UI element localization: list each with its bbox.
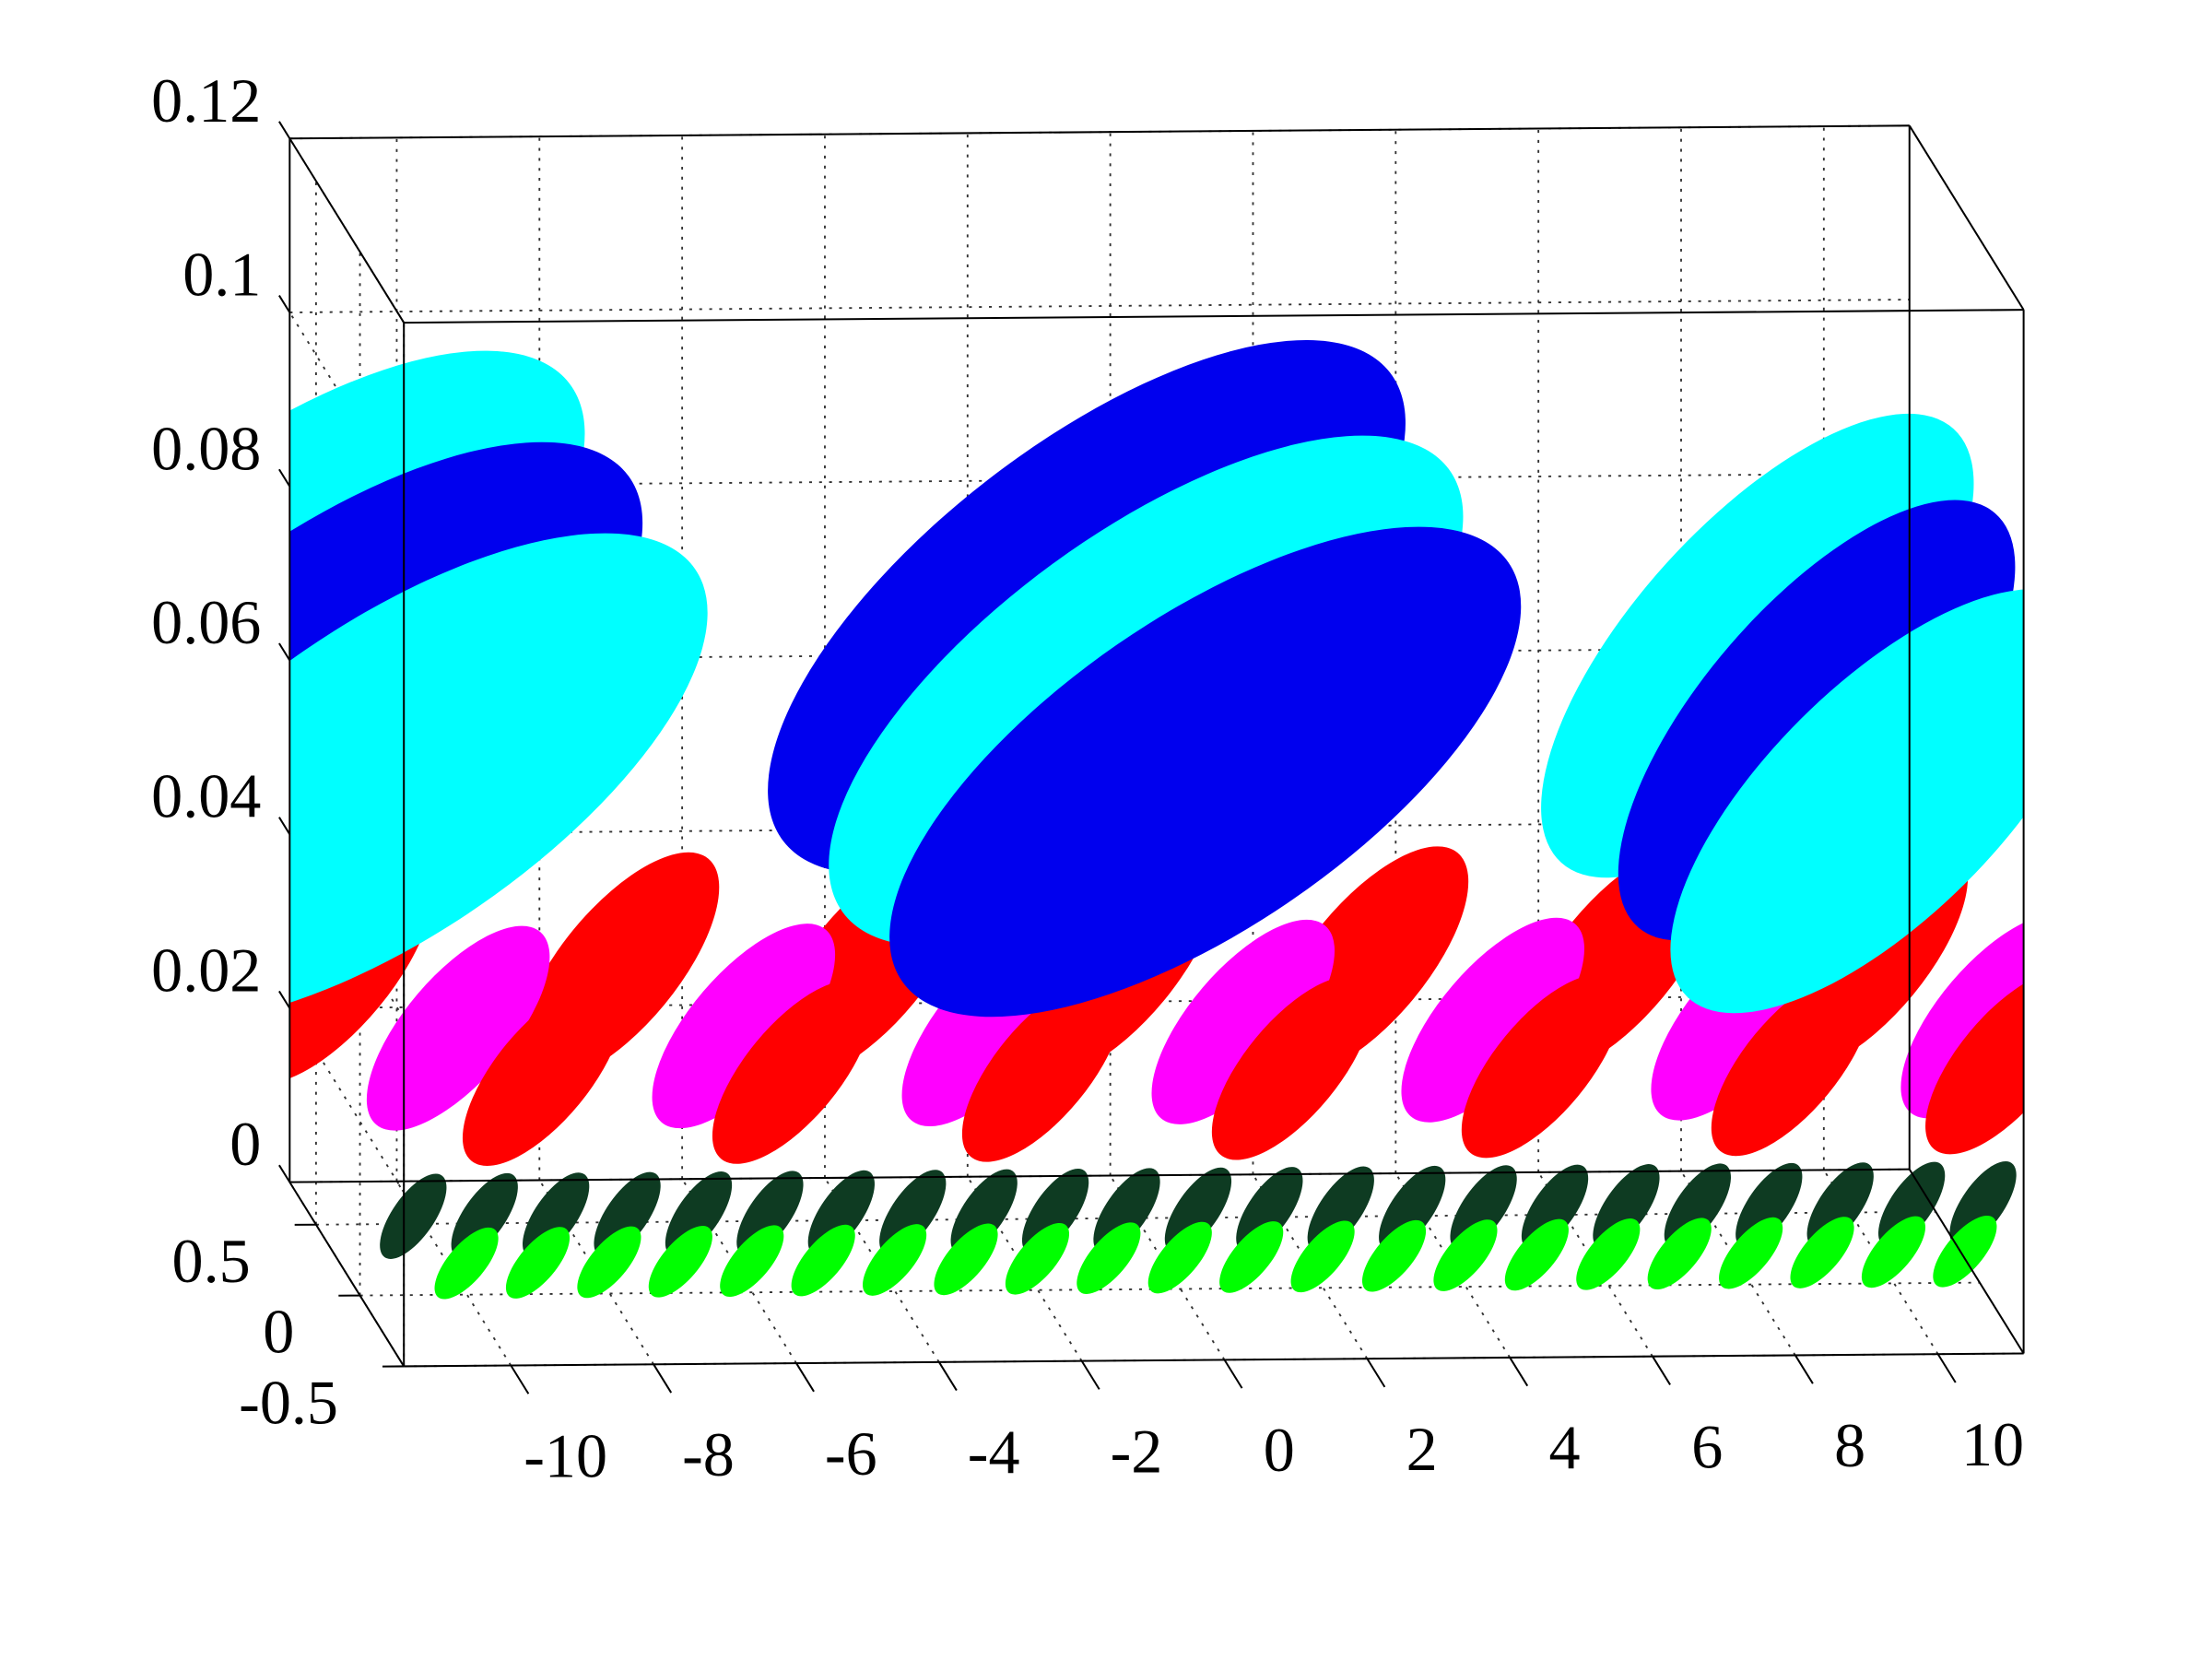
ellipsoid [961, 978, 1123, 1162]
ellipsoid [712, 980, 873, 1164]
ellipsoid [380, 1173, 447, 1259]
x-tick-label: 10 [1961, 1409, 2024, 1479]
ellipsoid [1670, 589, 2024, 1014]
grid-line [288, 312, 405, 498]
z-tick [278, 990, 291, 1009]
y-tick-label: 0.5 [172, 1226, 251, 1296]
ellipsoid [1290, 1220, 1355, 1293]
ellipsoid [1719, 1217, 1783, 1289]
x-tick-label: 8 [1834, 1410, 1865, 1480]
ellipsoid [1433, 1219, 1498, 1291]
plot-area [289, 340, 2024, 1300]
x-tick [1794, 1354, 1814, 1384]
x-tick [1223, 1359, 1243, 1389]
grid-line [289, 299, 1910, 313]
box-edge [404, 1352, 2024, 1368]
ellipsoid [720, 1225, 784, 1298]
z-tick-label: 0 [229, 1109, 261, 1179]
ellipsoid [434, 1227, 499, 1300]
x-tick [795, 1362, 815, 1393]
ellipsoid [462, 982, 623, 1166]
ellipsoid [1147, 1221, 1212, 1294]
axes: -10 -8 -6 -4 -2 0 2 4 6 8 10-0.500.500.020.040.060… [151, 65, 2025, 1490]
ellipsoid [791, 1224, 855, 1297]
box-edge [404, 309, 2024, 324]
z-tick [278, 295, 291, 313]
ellipsoid [1461, 974, 1622, 1159]
x-tick [1652, 1356, 1671, 1385]
ellipsoid [1933, 1215, 1997, 1288]
box-edge [1908, 124, 2025, 311]
ellipsoid [366, 925, 550, 1131]
z-tick-label: 0.02 [151, 935, 261, 1005]
z-tick [278, 468, 291, 488]
box-edge [288, 137, 406, 324]
ellipsoid [934, 1223, 998, 1296]
ellipsoid [1576, 1218, 1641, 1290]
ellipsoid [577, 1226, 641, 1299]
x-tick [653, 1363, 673, 1394]
ellipsoid [648, 1226, 712, 1298]
x-tick [1936, 1353, 1957, 1383]
z-tick-label: 0.06 [151, 587, 261, 657]
x-tick-label: 4 [1548, 1413, 1580, 1483]
ellipsoid [1151, 919, 1335, 1124]
z-tick-label: 0.1 [182, 240, 261, 310]
box-edge [289, 1168, 1910, 1183]
x-tick-label: -4 [968, 1418, 1020, 1488]
ellipsoid [289, 533, 708, 1024]
y-tick-label: 0 [263, 1297, 294, 1367]
ellipsoid [1504, 1218, 1569, 1291]
x-tick-label: 6 [1691, 1411, 1723, 1481]
x-tick-label: -8 [682, 1419, 735, 1489]
box-edge [1908, 1169, 2025, 1355]
ellipsoid [1861, 1216, 1926, 1288]
ellipsoid [1219, 1221, 1284, 1293]
ellipsoid [505, 1227, 571, 1299]
z-tick [278, 642, 291, 661]
y-tick-label: -0.5 [239, 1368, 338, 1438]
z-tick-label: 0.12 [151, 65, 261, 135]
z-tick-label: 0.08 [151, 413, 261, 483]
z-tick [278, 121, 291, 139]
x-tick [1366, 1358, 1386, 1388]
x-tick [1080, 1360, 1100, 1390]
ellipsoid [863, 1224, 927, 1296]
ellipsoid [1401, 917, 1584, 1123]
ellipsoid [1077, 1222, 1141, 1294]
ellipsoid [889, 526, 1522, 1018]
ellipsoid [1647, 1218, 1712, 1290]
box-edge [289, 124, 1910, 140]
x-tick [510, 1364, 530, 1394]
x-tick-label: -6 [825, 1418, 877, 1488]
box-edge [288, 1182, 406, 1367]
x-tick-label: 0 [1264, 1415, 1295, 1485]
ellipsoid [1790, 1217, 1854, 1288]
ellipsoid [1711, 972, 1872, 1157]
z-tick-label: 0.04 [151, 761, 261, 831]
ellipsoid [1925, 971, 2024, 1155]
x-tick-label: -10 [524, 1420, 607, 1490]
x-tick-label: 2 [1406, 1414, 1438, 1484]
x-tick [1509, 1357, 1529, 1387]
x-tick [937, 1361, 958, 1392]
z-tick [278, 817, 291, 835]
x-tick-label: -2 [1111, 1416, 1163, 1486]
ellipsoid [652, 924, 836, 1129]
ellipsoid [1211, 976, 1372, 1160]
ellipsoid [1005, 1222, 1070, 1295]
z-tick [278, 1164, 291, 1183]
ellipsoid [1361, 1219, 1427, 1292]
